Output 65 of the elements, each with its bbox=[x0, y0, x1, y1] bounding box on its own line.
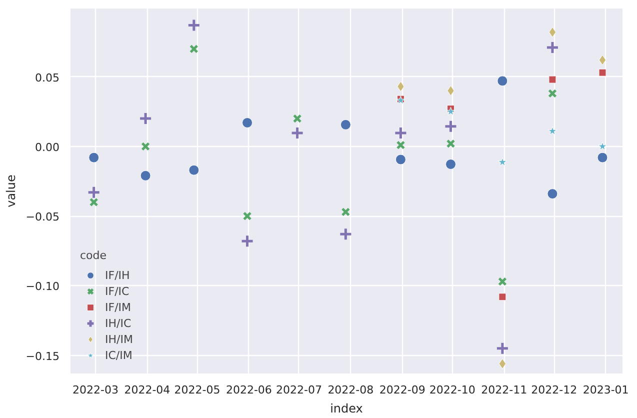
point bbox=[187, 18, 201, 32]
point bbox=[598, 142, 608, 150]
point bbox=[497, 76, 508, 86]
x-tick-label: 2023-01 bbox=[582, 384, 629, 396]
x-tick-label: 2022-09 bbox=[379, 384, 426, 396]
x-tick-label: 2022-07 bbox=[276, 384, 322, 396]
point bbox=[338, 227, 352, 241]
legend-label: IF/IM bbox=[105, 300, 132, 315]
point bbox=[446, 106, 456, 116]
y-tick-label: −0.10 bbox=[26, 280, 60, 294]
x-tick-label: 2022-04 bbox=[124, 384, 170, 396]
legend-title: code bbox=[80, 249, 108, 262]
point bbox=[292, 114, 302, 123]
y-tick-label: −0.05 bbox=[26, 210, 60, 224]
point bbox=[188, 164, 200, 176]
legend-label: IF/IH bbox=[105, 268, 130, 283]
point bbox=[395, 154, 406, 165]
point bbox=[498, 157, 507, 166]
legend-label: IC/IM bbox=[105, 348, 132, 363]
point bbox=[240, 234, 254, 248]
point bbox=[496, 342, 510, 356]
x-tick-label: 2022-10 bbox=[429, 384, 476, 396]
legend-label: IH/IM bbox=[105, 332, 133, 347]
point bbox=[598, 68, 606, 76]
x-tick-label: 2022-12 bbox=[531, 384, 578, 396]
point bbox=[498, 277, 507, 286]
point bbox=[548, 76, 556, 84]
point bbox=[548, 26, 556, 38]
point bbox=[242, 212, 252, 221]
point bbox=[546, 40, 560, 54]
x-axis-title: index bbox=[330, 402, 363, 416]
legend-label: IF/IC bbox=[105, 284, 130, 299]
x-tick-label: 2022-03 bbox=[72, 384, 119, 396]
y-tick-label: 0.00 bbox=[35, 140, 60, 154]
point bbox=[340, 119, 351, 130]
point bbox=[87, 186, 101, 200]
point bbox=[341, 207, 350, 216]
y-tick-label: −0.15 bbox=[26, 350, 60, 363]
x-tick-label: 2022-08 bbox=[328, 384, 374, 396]
x-tick-label: 2022-11 bbox=[481, 384, 528, 396]
legend-label: IH/IC bbox=[105, 316, 132, 331]
point bbox=[548, 126, 557, 135]
point bbox=[548, 89, 557, 98]
point bbox=[444, 120, 458, 134]
point bbox=[189, 44, 198, 54]
point bbox=[498, 358, 506, 369]
x-tick-label: 2022-06 bbox=[226, 384, 272, 396]
point bbox=[597, 152, 608, 163]
point bbox=[396, 140, 406, 150]
point bbox=[446, 139, 456, 148]
point bbox=[88, 152, 100, 163]
x-tick-label: 2022-05 bbox=[174, 384, 220, 396]
y-tick-label: 0.05 bbox=[35, 71, 60, 84]
point bbox=[598, 54, 606, 66]
point bbox=[89, 198, 98, 207]
point bbox=[445, 159, 456, 170]
point bbox=[394, 126, 408, 140]
point bbox=[140, 170, 151, 181]
point bbox=[290, 126, 304, 140]
point bbox=[141, 142, 150, 151]
point bbox=[547, 188, 558, 200]
y-axis-title: value bbox=[4, 174, 18, 208]
point bbox=[498, 293, 506, 301]
point bbox=[242, 117, 253, 128]
point bbox=[138, 112, 152, 126]
